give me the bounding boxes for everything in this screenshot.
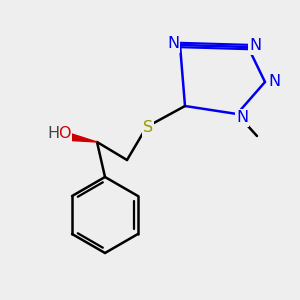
Text: N: N xyxy=(249,38,261,53)
Text: N: N xyxy=(167,37,179,52)
Text: O: O xyxy=(58,127,70,142)
Text: H: H xyxy=(47,127,59,142)
Text: N: N xyxy=(236,110,248,125)
Text: S: S xyxy=(143,121,153,136)
Text: N: N xyxy=(268,74,280,89)
Polygon shape xyxy=(69,134,97,142)
